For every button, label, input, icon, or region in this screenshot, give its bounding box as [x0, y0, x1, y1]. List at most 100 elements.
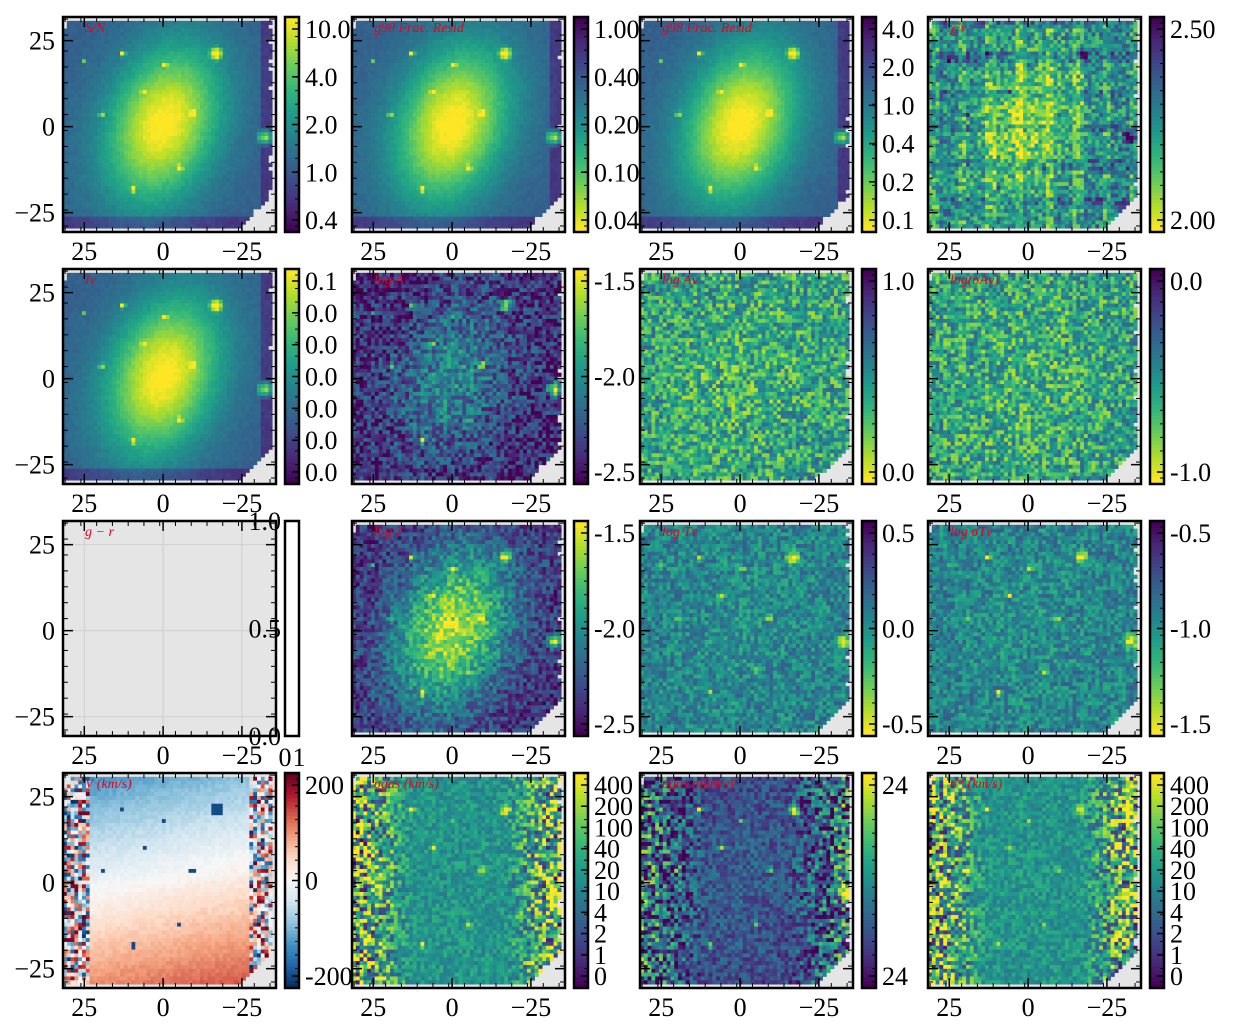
x-tick-label: −25 [222, 993, 263, 1022]
colorbar-tick-label: 24 [882, 962, 908, 991]
x-tick-label: 25 [648, 237, 674, 266]
x-tick-label: 25 [936, 237, 962, 266]
heatmap-cells [352, 525, 562, 733]
y-tick-label: −25 [14, 703, 55, 732]
colorbar-tick-label: 0.0 [305, 299, 338, 328]
x-tick-label: −25 [511, 489, 552, 518]
x-tick-label: 25 [648, 741, 674, 770]
x-tick-label: 0 [157, 489, 170, 518]
colorbar-tick-label: 0.0 [305, 363, 338, 392]
colorbar: 0.50.0-0.5 [862, 519, 923, 739]
panel-title: Iν [84, 273, 97, 288]
heatmap-cells [928, 777, 1138, 985]
panel-title: g − r [85, 525, 114, 540]
panel-title: V (km/s) [85, 777, 132, 792]
panel-title: σgas (km/s) [374, 777, 439, 792]
heatmap-cells [63, 777, 273, 985]
colorbar-tick-label: 2.50 [1170, 15, 1216, 44]
heatmap-cells [640, 273, 850, 481]
colorbar-tick-label: 0.0 [305, 394, 338, 423]
y-tick-label: 25 [29, 27, 55, 56]
colorbar-tick-label: -1.0 [1170, 458, 1211, 487]
colorbar: 0.10.00.00.00.00.00.0 [285, 267, 338, 487]
panel-title: log Aν [662, 273, 699, 288]
y-tick-label: −25 [14, 451, 55, 480]
x-tick-label: −25 [1087, 489, 1128, 518]
colorbar-tick-label: 0 [594, 962, 607, 991]
colorbar-tick-label: 0.0 [305, 426, 338, 455]
y-tick-label: 0 [42, 617, 55, 646]
panel-8: log(σAν)25 0 −250.0-1.0 [928, 267, 1211, 518]
colorbar-tick-label: -2.0 [594, 363, 635, 392]
panel-title: g98 Frac. Resid [374, 21, 465, 36]
x-tick-label: 0 [446, 741, 459, 770]
y-tick-label: 0 [42, 869, 55, 898]
x-tick-label: −25 [799, 741, 840, 770]
colorbar-tick-label: 0.5 [249, 615, 282, 644]
x-tick-label: 0 [157, 237, 170, 266]
y-tick-label: 25 [29, 279, 55, 308]
x-tick-label: 25 [360, 237, 386, 266]
x-tick-label: 25 [360, 741, 386, 770]
colorbar-tick-label: -200 [305, 962, 353, 991]
panel-background [63, 521, 276, 736]
x-tick-label: 0 [734, 489, 747, 518]
colorbar-tick-label: -2.5 [594, 458, 635, 487]
colorbar-tick-label: 0.0 [882, 458, 915, 487]
x-tick-label: 0 [1022, 237, 1035, 266]
panel-10: log T25 0 −25-1.5-2.0-2.5 [352, 519, 635, 770]
panel-6: log A25 0 −25-1.5-2.0-2.5 [352, 267, 635, 518]
x-tick-label: 25 [360, 993, 386, 1022]
panel-title: σ* (km/s) [950, 777, 1003, 792]
x-tick-label: −25 [511, 993, 552, 1022]
y-tick-label: −25 [14, 199, 55, 228]
colorbar-tick-label: 1.0 [249, 507, 282, 536]
colorbar-tick-label: -1.5 [594, 267, 635, 296]
colorbar: 0.0-1.0 [1150, 267, 1211, 487]
x-tick-label: −25 [511, 237, 552, 266]
colorbar-tick-label: 4.0 [305, 63, 338, 92]
x-tick-label: −25 [799, 489, 840, 518]
x-tick-label: −25 [222, 237, 263, 266]
x-tick-label: −25 [1087, 237, 1128, 266]
x-tick-label: 25 [71, 741, 97, 770]
x-tick-label: 25 [71, 993, 97, 1022]
heatmap-cells [928, 525, 1138, 733]
x-tick-label: −25 [799, 993, 840, 1022]
heatmap-cells [63, 21, 273, 229]
heatmap-cells [352, 777, 562, 985]
colorbar-tick-label: 0.1 [305, 267, 338, 296]
colorbar-tick-label: -1.5 [594, 519, 635, 548]
panel-title: σgas σ(km/s) [662, 777, 734, 792]
colorbar: 1.000.400.200.100.04 [574, 15, 640, 235]
colorbar-tick-label: 1.0 [305, 158, 338, 187]
heatmap-cells [640, 21, 850, 229]
x-tick-label: 0 [734, 237, 747, 266]
heatmap-cells [928, 273, 1138, 481]
x-tick-label: 25 [936, 993, 962, 1022]
panel-title: χ²ν [948, 21, 967, 36]
heatmap-cells [63, 273, 273, 481]
panel-title: log T [374, 525, 404, 540]
colorbar-tick-label: 0.5 [882, 519, 915, 548]
colorbar-tick-label: 0.4 [882, 130, 915, 159]
colorbar-tick-label: 0 [1170, 962, 1183, 991]
colorbar-tick-label: -2.5 [594, 710, 635, 739]
panel-title: log σTν [950, 525, 993, 540]
x-tick-label: 0 [1022, 993, 1035, 1022]
colorbar-tick-label: 0.2 [882, 168, 915, 197]
colorbar: 4.02.01.00.40.20.1 [862, 15, 915, 235]
x-tick-label: 25 [71, 237, 97, 266]
colorbar-tick-label: 0.10 [594, 158, 640, 187]
panel-title: log A [374, 273, 404, 288]
colorbar-tick-label: 10.0 [305, 15, 351, 44]
colorbar: -1.5 -2.0 -2.5 [574, 267, 635, 487]
